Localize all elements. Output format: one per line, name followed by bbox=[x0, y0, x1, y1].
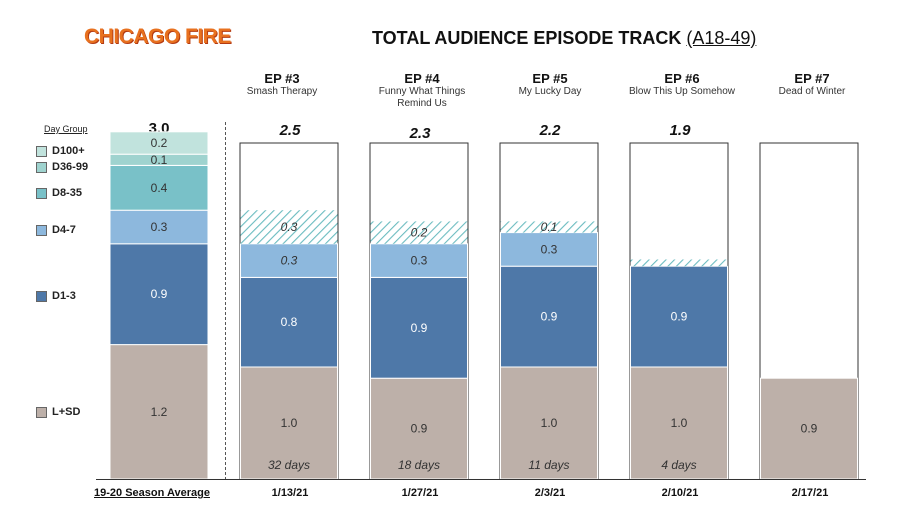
air-date: 1/13/21 bbox=[271, 487, 309, 499]
episode-number: EP #6 bbox=[664, 71, 700, 86]
episode-number: EP #3 bbox=[264, 71, 300, 86]
episode-header-3: EP #3 Smash Therapy bbox=[222, 71, 342, 98]
segment-value-label: 0.9 bbox=[411, 321, 428, 335]
legend-item-d8-35: D8-35 bbox=[36, 187, 82, 199]
segment-value-label: 0.9 bbox=[671, 310, 688, 324]
episode-number: EP #7 bbox=[794, 71, 830, 86]
bar-segment-lsd bbox=[760, 377, 858, 480]
bar-segment-d13 bbox=[630, 265, 728, 368]
segment-value-label: 1.0 bbox=[281, 416, 298, 430]
bar-segment-d47 bbox=[370, 243, 468, 278]
days-since-air-label: 18 days bbox=[398, 458, 440, 472]
air-date: 2/3/21 bbox=[534, 487, 566, 499]
segment-value-label: 1.0 bbox=[541, 416, 558, 430]
legend-item-d100: D100+ bbox=[36, 145, 85, 157]
segment-value-label: 1.2 bbox=[151, 405, 168, 419]
segment-value-label: 0.9 bbox=[801, 422, 818, 436]
days-since-air-label: 4 days bbox=[661, 458, 696, 472]
legend-item-d4-7: D4-7 bbox=[36, 224, 76, 236]
episode-title: Blow This Up Somehow bbox=[629, 86, 735, 97]
legend-label: D8-35 bbox=[52, 187, 82, 199]
legend-item-d1-3: D1-3 bbox=[36, 290, 76, 302]
segment-value-label: 0.3 bbox=[541, 242, 558, 256]
bar-segment-d835 bbox=[240, 210, 338, 244]
legend-item-lsd: L+SD bbox=[36, 406, 80, 418]
segment-value-label: 0.2 bbox=[411, 226, 428, 240]
segment-value-label: 0.9 bbox=[541, 310, 558, 324]
bar-segment-d47 bbox=[109, 209, 209, 245]
segment-value-label: 0.4 bbox=[151, 181, 168, 195]
legend-item-d36-99: D36-99 bbox=[36, 161, 88, 173]
segment-value-label: 0.3 bbox=[411, 254, 428, 268]
episode-title: Funny What Things Remind Us bbox=[378, 86, 466, 109]
legend-swatch bbox=[36, 406, 47, 418]
bar-segment-d47 bbox=[500, 232, 598, 267]
segment-value-label: 0.9 bbox=[411, 422, 428, 436]
days-since-air-label: 11 days bbox=[528, 458, 569, 472]
episode-title: My Lucky Day bbox=[518, 86, 582, 97]
day-group-label: Day Group bbox=[44, 124, 88, 134]
bar-segment-d835 bbox=[500, 221, 598, 233]
bar-segment-d47 bbox=[240, 243, 338, 278]
segment-value-label: 0.3 bbox=[151, 220, 168, 234]
segment-value-label: 0.9 bbox=[151, 287, 168, 301]
title-demo: (A18-49) bbox=[686, 28, 757, 48]
bar-segment-d13 bbox=[109, 243, 209, 346]
bar-segment-d835 bbox=[109, 164, 209, 211]
bar-segment-lsd bbox=[109, 344, 209, 480]
bar-segment-lsd bbox=[500, 366, 598, 480]
episode-title: Dead of Winter bbox=[778, 86, 846, 97]
episode-title: Smash Therapy bbox=[246, 86, 318, 97]
bar-segment-d47 bbox=[630, 259, 728, 267]
episode-header-7: EP #7 Dead of Winter bbox=[752, 71, 872, 98]
legend-swatch bbox=[36, 187, 47, 199]
title-main: TOTAL AUDIENCE EPISODE TRACK bbox=[372, 28, 687, 48]
bar-segment-d835 bbox=[370, 221, 468, 244]
episode-total: 2.3 bbox=[409, 125, 431, 142]
chicago-fire-logo: CHICAGO FIRE bbox=[84, 25, 231, 48]
legend-swatch bbox=[36, 161, 47, 173]
bar-segment-d13 bbox=[370, 276, 468, 379]
segment-value-label: 0.1 bbox=[151, 153, 168, 167]
legend-label: L+SD bbox=[52, 406, 81, 418]
bar-segment-d13 bbox=[500, 265, 598, 368]
episode-header-5: EP #5 My Lucky Day bbox=[490, 71, 610, 98]
bar-segment-d13 bbox=[240, 276, 338, 368]
bar-segment-d100 bbox=[109, 131, 209, 155]
air-date: 2/10/21 bbox=[661, 487, 699, 499]
season-divider bbox=[225, 122, 226, 480]
episode-number: EP #5 bbox=[532, 71, 568, 86]
legend-swatch bbox=[36, 224, 47, 236]
season-average-label: 19-20 Season Average bbox=[94, 487, 210, 499]
chart-title: TOTAL AUDIENCE EPISODE TRACK (A18-49) bbox=[372, 28, 756, 49]
segment-value-label: 0.2 bbox=[151, 136, 168, 150]
episode-header-4: EP #4 Funny What Things Remind Us bbox=[362, 71, 482, 110]
episode-header-6: EP #6 Blow This Up Somehow bbox=[622, 71, 742, 98]
legend-label: D100+ bbox=[52, 145, 85, 157]
segment-value-label: 0.3 bbox=[281, 254, 298, 268]
episode-total: 2.2 bbox=[539, 122, 561, 139]
episode-number: EP #4 bbox=[404, 71, 440, 86]
days-since-air-label: 32 days bbox=[268, 458, 310, 472]
air-date: 1/27/21 bbox=[401, 487, 439, 499]
segment-value-label: 0.3 bbox=[281, 220, 298, 234]
episode-total: 2.5 bbox=[279, 122, 301, 139]
legend-swatch bbox=[36, 290, 47, 302]
legend-swatch bbox=[36, 145, 47, 157]
segment-value-label: 1.0 bbox=[671, 416, 688, 430]
episode-total: 1.9 bbox=[669, 122, 691, 139]
legend-label: D36-99 bbox=[52, 161, 89, 173]
legend-label: D4-7 bbox=[52, 224, 76, 236]
air-date: 2/17/21 bbox=[791, 487, 829, 499]
segment-value-label: 0.8 bbox=[281, 315, 298, 329]
x-axis-line bbox=[96, 479, 866, 480]
segment-value-label: 0.1 bbox=[541, 220, 558, 234]
legend-label: D1-3 bbox=[52, 290, 76, 302]
